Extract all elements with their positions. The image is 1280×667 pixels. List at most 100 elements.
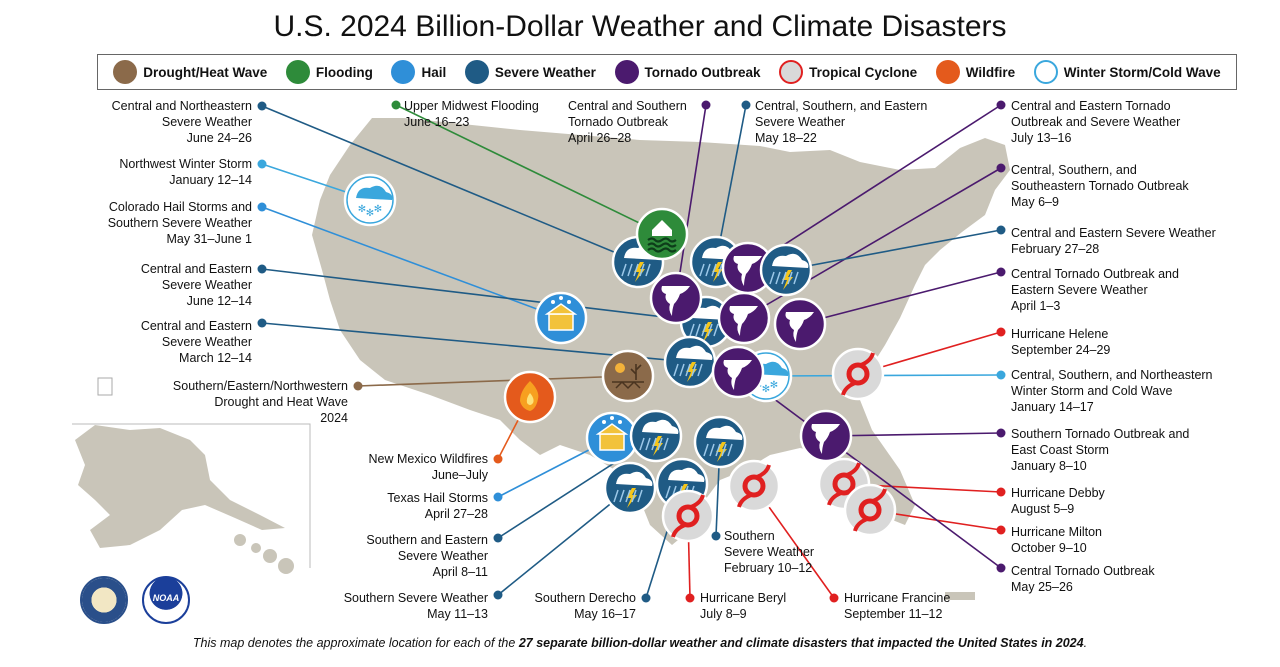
dead-tree <box>630 364 642 380</box>
event-label-line: Central and Eastern Severe Weather <box>1011 226 1216 240</box>
event-label: Southern Tornado Outbreak and East Coast … <box>1011 426 1189 474</box>
event-label-line: Severe Weather <box>755 115 846 129</box>
event-marker-cyclone[interactable] <box>843 483 897 537</box>
event-label-line: Southern Severe Weather <box>107 216 252 230</box>
label-dot <box>996 563 1006 573</box>
rain-line <box>781 271 787 285</box>
hailstone <box>567 300 571 304</box>
event-label-line: April 26–28 <box>568 131 632 145</box>
rain-line <box>775 271 781 285</box>
rain-line <box>621 263 627 277</box>
label-dot <box>996 428 1006 438</box>
marker-ring <box>346 176 394 224</box>
event-label-line: Eastern Severe Weather <box>1011 283 1148 297</box>
label-dot <box>996 100 1006 110</box>
event-label-line: September 24–29 <box>1011 343 1111 357</box>
rain-line <box>717 263 723 277</box>
legend-item-severe: Severe Weather <box>464 60 596 84</box>
label-dot <box>741 100 751 110</box>
event-marker-severe[interactable] <box>663 335 717 389</box>
puerto-rico-shape <box>945 592 975 600</box>
event-label-line: July 8–9 <box>700 607 747 621</box>
event-label-line: Hurricane Beryl <box>700 591 787 605</box>
legend-label: Severe Weather <box>494 64 596 80</box>
legend-label: Flooding <box>315 64 373 80</box>
winter-storm-icon <box>343 173 397 227</box>
cloud-shape <box>616 471 653 486</box>
event-marker-cyclone[interactable] <box>727 459 781 513</box>
label-dot <box>493 590 503 600</box>
event-marker-hail[interactable] <box>534 291 588 345</box>
event-marker-tornado[interactable] <box>649 271 703 325</box>
house-shape <box>652 220 672 236</box>
event-marker-winter[interactable]: ✻✻✻ <box>343 173 397 227</box>
event-label: Central and Northeastern Severe Weather Ju… <box>112 98 252 146</box>
funnel-shape <box>811 424 840 454</box>
event-label-line: Tornado Outbreak <box>568 115 669 129</box>
event-label-line: Central, Southern, and Northeastern <box>1011 368 1213 382</box>
legend-label: Tornado Outbreak <box>644 64 761 80</box>
event-marker-severe[interactable] <box>759 243 813 297</box>
label-dot <box>391 100 401 110</box>
event-marker-drought[interactable] <box>601 349 655 403</box>
event-label-line: Severe Weather <box>161 115 252 129</box>
severe-weather-icon <box>759 243 813 297</box>
event-label-line: Northwest Winter Storm <box>119 157 252 171</box>
rain-line <box>721 443 727 457</box>
label-dot <box>711 531 721 541</box>
event-label-line: Severe Weather <box>161 278 252 292</box>
event-label-line: May 16–17 <box>574 607 636 621</box>
legend-label: Tropical Cyclone <box>809 64 918 80</box>
event-marker-severe[interactable] <box>693 415 747 469</box>
legend-label: Drought/Heat Wave <box>143 64 268 80</box>
legend-item-flood: Flooding <box>285 60 373 84</box>
event-marker-cyclone[interactable] <box>661 489 715 543</box>
event-marker-severe[interactable] <box>603 461 657 515</box>
event-label-line: New Mexico Wildfires <box>368 452 488 466</box>
event-label: Southern and Eastern Severe Weather April … <box>366 532 488 580</box>
event-marker-tornado[interactable] <box>711 345 765 399</box>
event-marker-flood[interactable] <box>635 207 689 261</box>
event-label-line: Texas Hail Storms <box>387 491 488 505</box>
event-label: Hurricane Helene September 24–29 <box>1011 326 1110 358</box>
wildfire-icon <box>935 60 960 84</box>
event-marker-wildfire[interactable] <box>503 370 557 424</box>
event-marker-hail[interactable] <box>585 411 639 465</box>
event-marker-tornado[interactable] <box>773 297 827 351</box>
rain-line <box>645 437 651 451</box>
cyclone-ring <box>742 474 766 498</box>
lightning-shape <box>712 262 723 282</box>
event-label: Upper Midwest Flooding June 16–23 <box>404 98 539 130</box>
alaska-frame <box>72 423 311 568</box>
event-marker-severe[interactable] <box>629 409 683 463</box>
hawaii-island <box>278 558 294 574</box>
cyclone-ring <box>676 504 700 528</box>
event-markers: ✻✻✻✻✻✻ <box>343 173 897 543</box>
rain-line <box>619 489 625 503</box>
label-dot <box>493 492 503 502</box>
event-label-line: June 16–23 <box>404 115 470 129</box>
winter-storm-icon <box>1033 60 1058 84</box>
event-label: Central and Southern Tornado Outbreak Apri… <box>568 98 687 146</box>
noaa-logo-text: NOAA <box>152 593 180 603</box>
label-dot <box>996 327 1006 337</box>
lightning-shape <box>702 322 713 342</box>
event-label-line: Central Tornado Outbreak and <box>1011 267 1179 281</box>
map-legend: Drought/Heat Wave Flooding Hail Severe Weat… <box>97 54 1237 90</box>
event-label-line: Southern Severe Weather <box>343 591 488 605</box>
rain-line <box>701 323 707 337</box>
event-label: Southern/Eastern/Northwestern Drought and… <box>173 378 348 426</box>
legend-item-winter: Winter Storm/Cold Wave <box>1033 60 1221 84</box>
leader-line <box>747 104 1002 269</box>
event-label-line: April 8–11 <box>432 565 488 579</box>
hail-icon <box>391 60 416 84</box>
label-dot <box>641 593 651 603</box>
inset-frame <box>97 377 113 396</box>
leader-line <box>261 105 639 263</box>
rain-line <box>665 485 671 499</box>
alaska-shape <box>75 425 285 548</box>
event-marker-tornado[interactable] <box>717 291 771 345</box>
tornado-icon <box>614 60 639 84</box>
event-marker-cyclone[interactable] <box>831 347 885 401</box>
event-marker-tornado[interactable] <box>799 409 853 463</box>
